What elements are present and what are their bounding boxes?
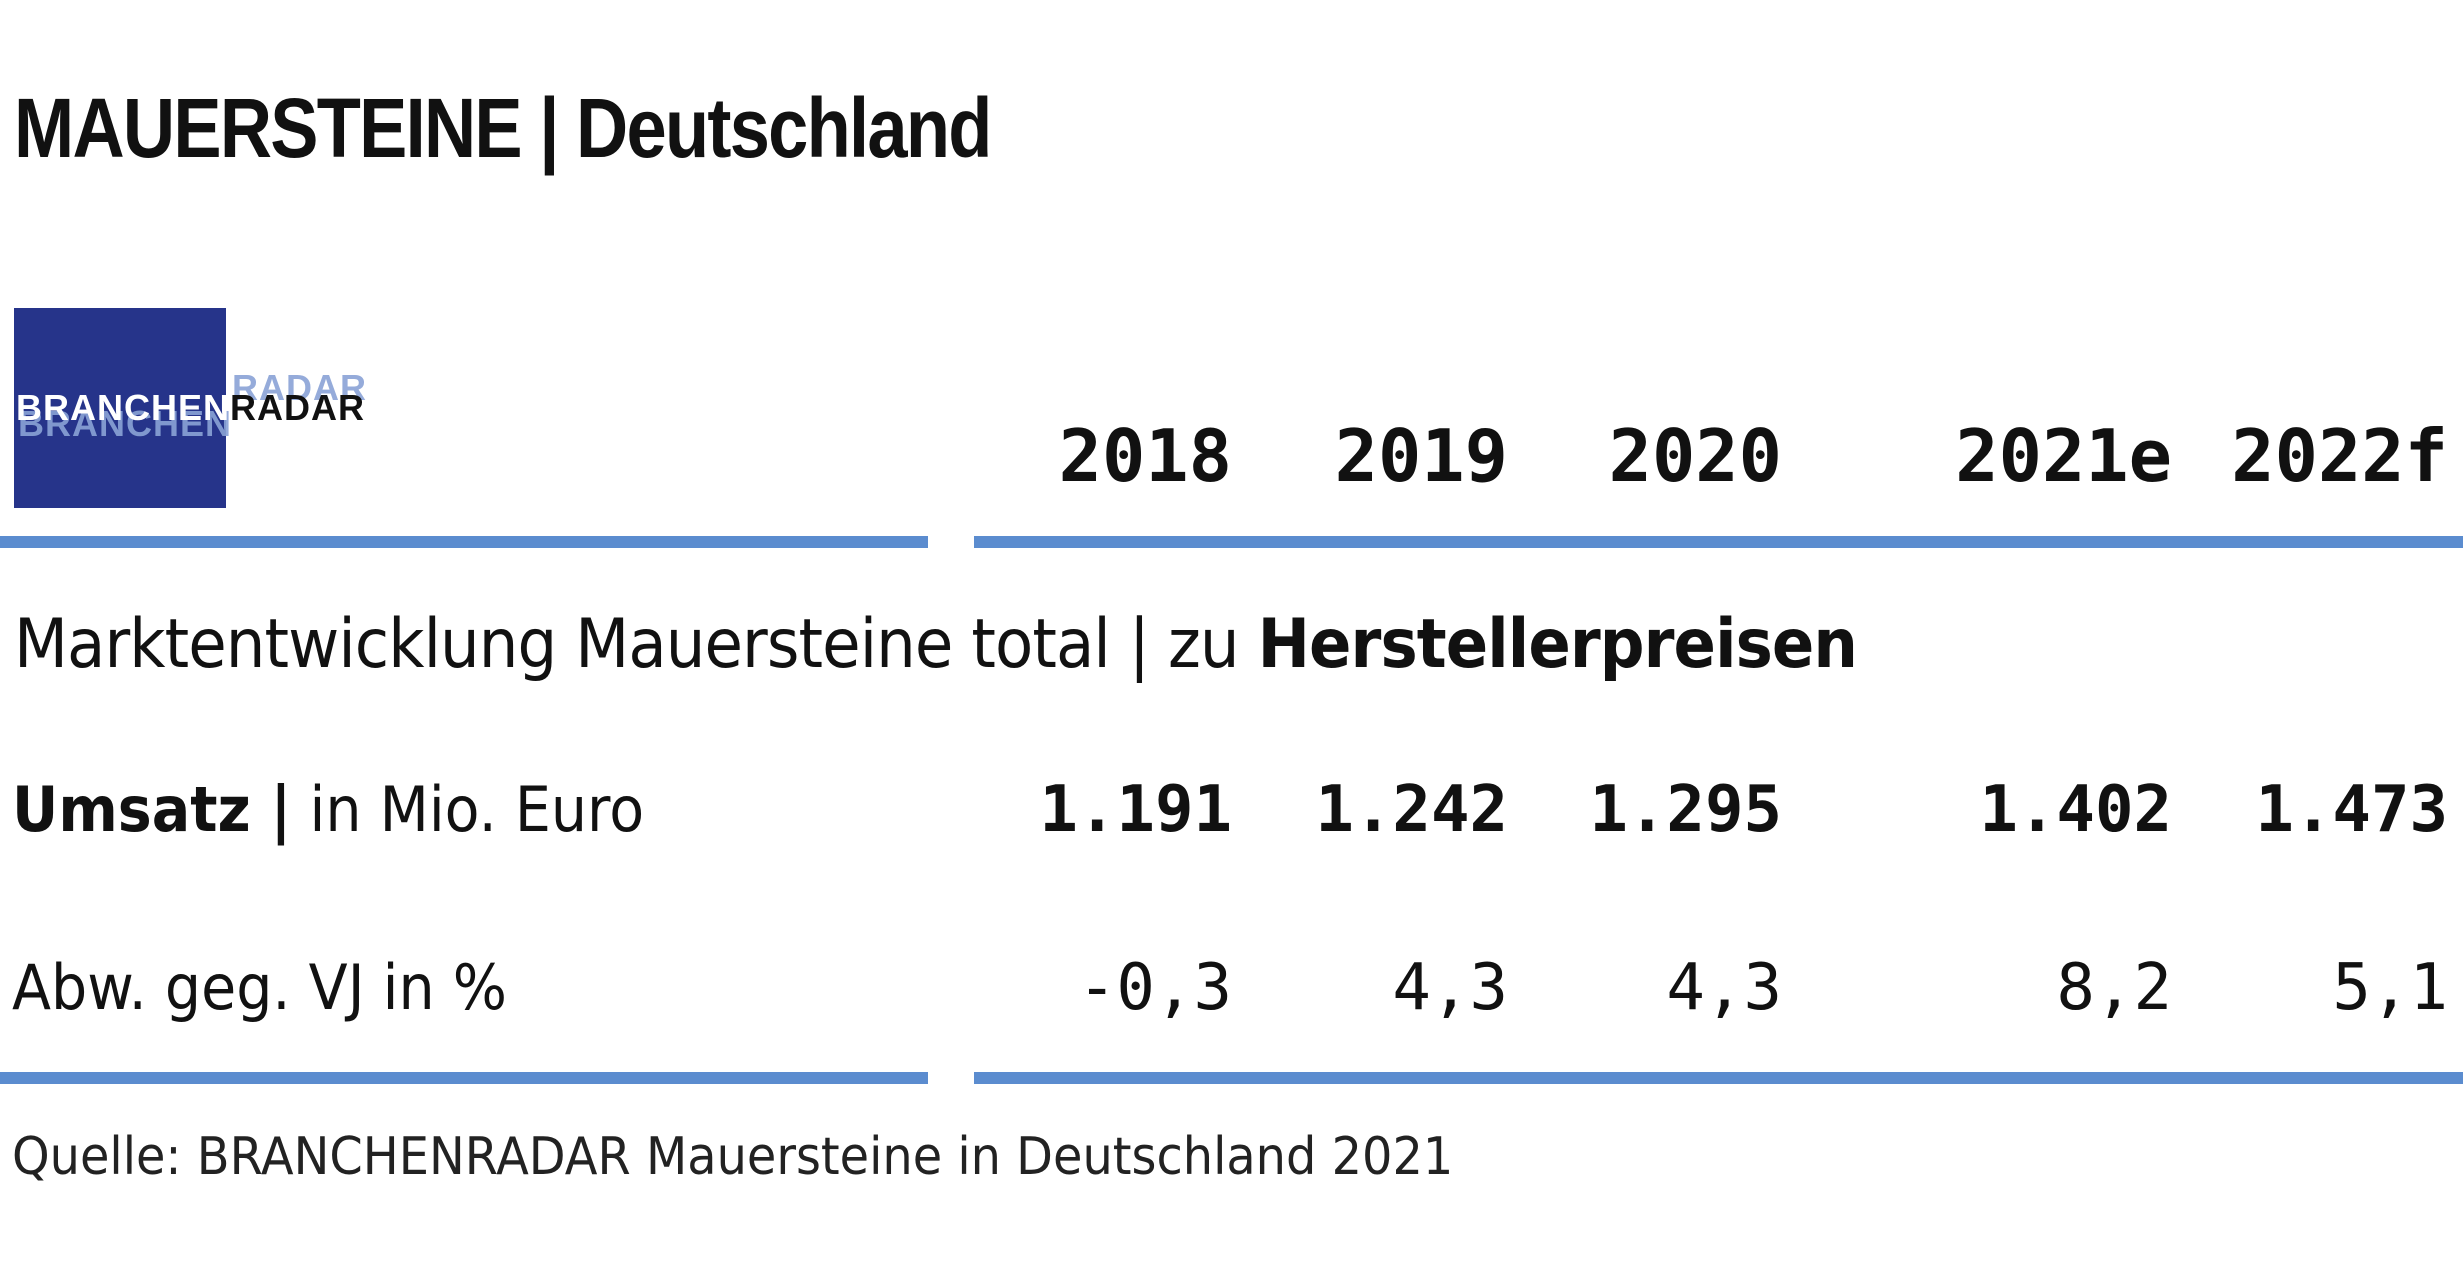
table-cell-umsatz-2022f: 1.473 — [2255, 773, 2448, 847]
row-label-abweichung: Abw. geg. VJ in % — [12, 951, 507, 1024]
logo-shadow-text-radar: RADAR — [232, 367, 367, 408]
page-title: MAUERSTEINE | Deutschland — [14, 81, 992, 175]
table-cell-abw-2018: -0,3 — [1077, 951, 1232, 1025]
table-cell-umsatz-2018: 1.191 — [1039, 773, 1232, 847]
row-label-umsatz-bold: Umsatz | — [12, 773, 292, 846]
table-cell-abw-2022f: 5,1 — [2332, 951, 2448, 1025]
bottom-rule-left — [0, 1072, 928, 1084]
source-note: Quelle: BRANCHENRADAR Mauersteine in Deu… — [12, 1127, 1454, 1187]
logo-text-radar: RADAR — [230, 387, 365, 428]
logo-text: BRANCHENRADAR — [16, 386, 365, 430]
section-title: Marktentwicklung Mauersteine total | zu … — [14, 600, 1858, 690]
table-cell-umsatz-2019: 1.242 — [1315, 773, 1508, 847]
top-rule-right — [974, 536, 2463, 548]
row-label-umsatz: Umsatz | in Mio. Euro — [12, 768, 644, 852]
table-cell-abw-2019: 4,3 — [1392, 951, 1508, 1025]
bottom-rule-right — [974, 1072, 2463, 1084]
table-cell-umsatz-2021e: 1.402 — [1979, 773, 2172, 847]
column-header-2020: 2020 — [1608, 414, 1782, 498]
logo-shadow-text: BRANCHEN — [18, 403, 232, 444]
top-rule-left — [0, 536, 928, 548]
column-header-2019: 2019 — [1334, 414, 1508, 498]
column-header-2018: 2018 — [1058, 414, 1232, 498]
column-header-2022f: 2022f — [2231, 414, 2448, 498]
logo-text-branchen: BRANCHEN — [16, 387, 230, 428]
branchenradar-logo — [14, 308, 226, 508]
section-title-bold: Herstellerpreisen — [1257, 605, 1858, 684]
section-title-regular: Marktentwicklung Mauersteine total | zu — [14, 605, 1258, 684]
table-cell-umsatz-2020: 1.295 — [1589, 773, 1782, 847]
row-label-umsatz-unit: in Mio. Euro — [291, 773, 645, 846]
table-cell-abw-2020: 4,3 — [1666, 951, 1782, 1025]
column-header-2021e: 2021e — [1955, 414, 2172, 498]
table-cell-abw-2021e: 8,2 — [2056, 951, 2172, 1025]
